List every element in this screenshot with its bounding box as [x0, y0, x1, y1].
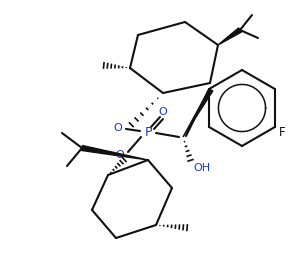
Text: OH: OH	[193, 163, 211, 173]
Text: O: O	[114, 123, 123, 133]
Text: O: O	[159, 107, 168, 117]
Text: O: O	[116, 150, 124, 160]
Polygon shape	[81, 145, 148, 160]
Polygon shape	[218, 28, 241, 45]
Text: P: P	[144, 126, 152, 139]
Polygon shape	[183, 89, 213, 137]
Text: F: F	[278, 126, 285, 139]
